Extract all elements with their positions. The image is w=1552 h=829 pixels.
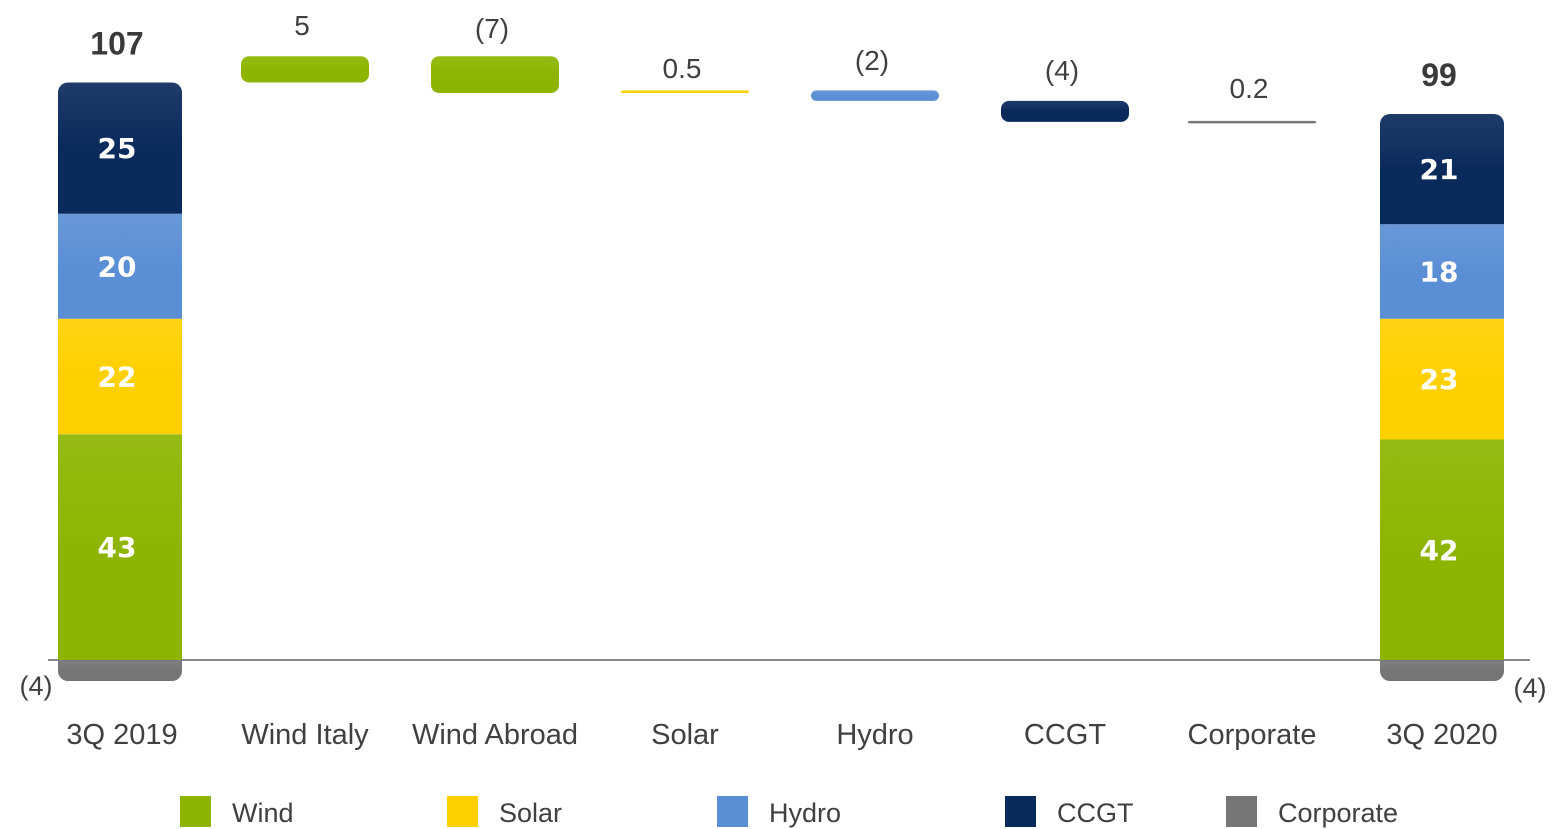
delta-bar-solar xyxy=(621,90,749,93)
stacked-bar-3q-2019 xyxy=(58,82,182,681)
data-label-3q-2019-ccgt: 25 xyxy=(98,132,137,165)
delta-label-corporate: 0.2 xyxy=(1230,73,1269,104)
data-label-3q-2019-wind: 43 xyxy=(98,531,137,564)
bar-segment-3q-2019-solar xyxy=(58,318,182,435)
legend-swatch-corporate xyxy=(1226,796,1257,827)
legend-swatch-ccgt xyxy=(1005,796,1036,827)
legend-label-hydro: Hydro xyxy=(769,798,841,828)
bar-segment-3q-2019-corporate xyxy=(58,660,182,681)
delta-label-wind-abroad: (7) xyxy=(475,13,509,44)
category-label-3q-2020: 3Q 2020 xyxy=(1386,719,1497,751)
bar-segment-3q-2020-ccgt xyxy=(1380,114,1504,225)
delta-label-solar: 0.5 xyxy=(663,53,702,84)
delta-bar-ccgt xyxy=(1001,100,1129,122)
category-label-3q-2019: 3Q 2019 xyxy=(66,719,177,751)
total-label-3q-2020: 99 xyxy=(1421,57,1457,93)
delta-label-wind-italy: 5 xyxy=(294,10,310,41)
delta-bar-wind-abroad xyxy=(431,56,559,93)
legend-label-solar: Solar xyxy=(499,798,562,828)
stacked-bar-3q-2020 xyxy=(1380,114,1504,681)
category-label-ccgt: CCGT xyxy=(1024,719,1106,751)
total-label-3q-2019: 107 xyxy=(90,26,143,62)
legend-label-ccgt: CCGT xyxy=(1057,798,1134,828)
delta-bar-hydro xyxy=(811,90,939,101)
legend-label-corporate: Corporate xyxy=(1278,798,1398,828)
legend-swatch-hydro xyxy=(717,796,748,827)
data-label-3q-2020-wind: 42 xyxy=(1420,534,1459,567)
bar-segment-3q-2019-hydro xyxy=(58,213,182,319)
data-label-3q-2020-hydro: 18 xyxy=(1420,256,1459,289)
legend-swatch-wind xyxy=(180,796,211,827)
bar-segment-3q-2020-hydro xyxy=(1380,224,1504,319)
data-label-3q-2020-solar: 23 xyxy=(1420,363,1459,396)
category-label-wind-italy: Wind Italy xyxy=(241,719,369,751)
data-label-3q-2020-ccgt: 21 xyxy=(1420,153,1459,186)
bar-segment-3q-2019-wind xyxy=(58,434,182,660)
bar-segment-3q-2020-wind xyxy=(1380,439,1504,660)
bar-segment-3q-2019-ccgt xyxy=(58,82,182,214)
category-label-wind-abroad: Wind Abroad xyxy=(412,719,578,751)
legend-label-wind: Wind xyxy=(232,798,294,828)
bar-segment-3q-2020-corporate xyxy=(1380,660,1504,681)
delta-label-hydro: (2) xyxy=(855,45,889,76)
bar-segment-3q-2020-solar xyxy=(1380,318,1504,440)
delta-bar-wind-italy xyxy=(241,56,369,83)
delta-label-ccgt: (4) xyxy=(1045,55,1079,86)
data-label-3q-2019-corporate: (4) xyxy=(20,671,53,701)
category-label-corporate: Corporate xyxy=(1188,719,1317,751)
data-label-3q-2019-solar: 22 xyxy=(98,361,137,394)
data-label-3q-2019-hydro: 20 xyxy=(98,250,137,283)
legend-swatch-solar xyxy=(447,796,478,827)
category-label-hydro: Hydro xyxy=(836,719,913,751)
category-label-solar: Solar xyxy=(651,719,719,751)
data-label-3q-2020-corporate: (4) xyxy=(1514,673,1547,703)
delta-bar-corporate xyxy=(1188,120,1316,124)
